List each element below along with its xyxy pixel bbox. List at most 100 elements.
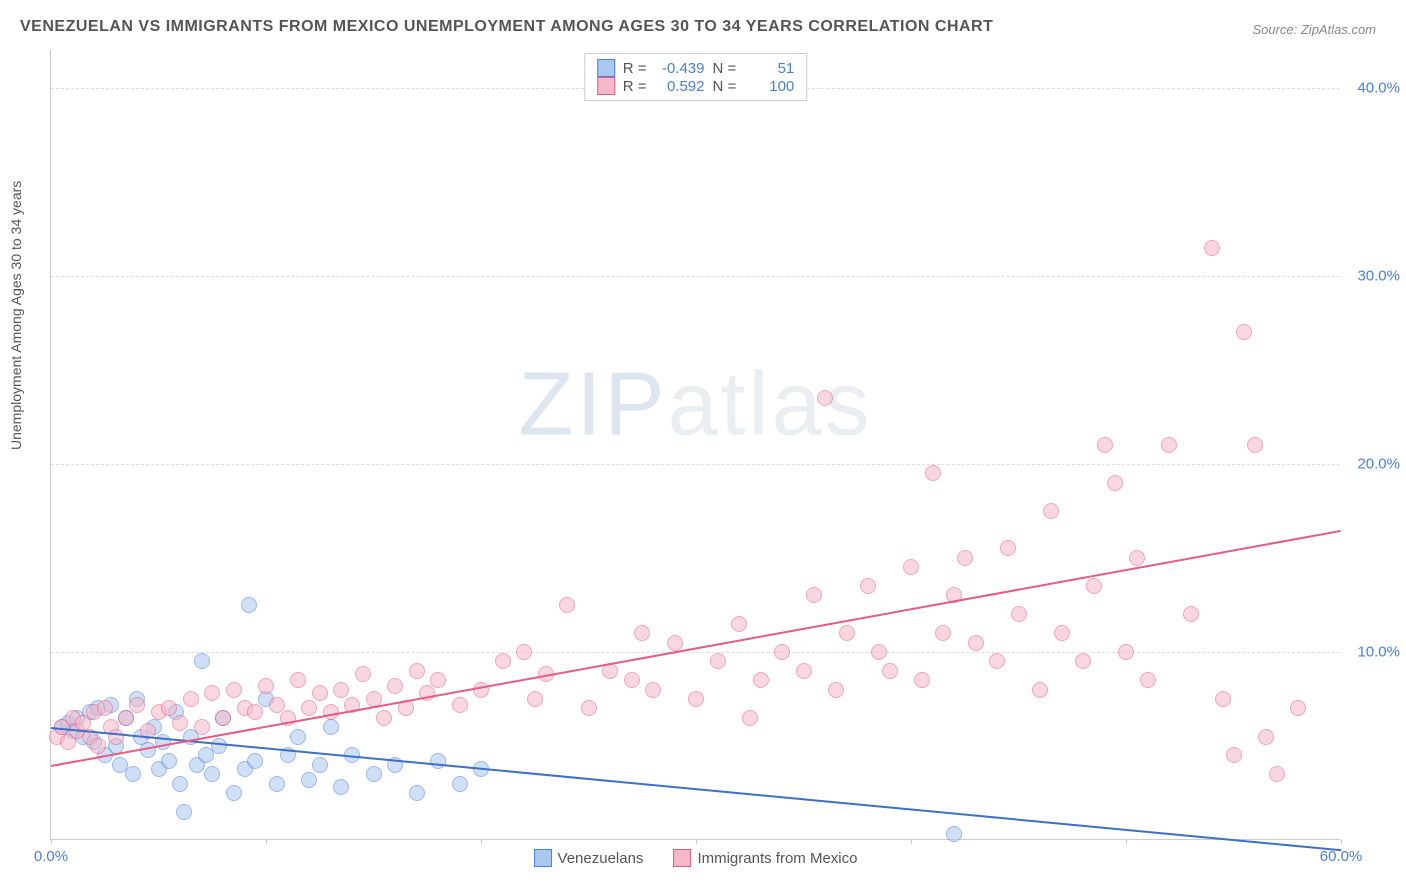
swatch-mexico	[673, 849, 691, 867]
source-citation: Source: ZipAtlas.com	[1252, 22, 1376, 37]
scatter-point	[1140, 672, 1156, 688]
scatter-point	[1043, 503, 1059, 519]
scatter-point	[817, 390, 833, 406]
x-tick-mark	[266, 839, 267, 844]
legend-label: Immigrants from Mexico	[697, 850, 857, 867]
scatter-point	[860, 578, 876, 594]
scatter-point	[1290, 700, 1306, 716]
scatter-point	[1086, 578, 1102, 594]
scatter-point	[247, 753, 263, 769]
scatter-point	[366, 766, 382, 782]
scatter-point	[1011, 606, 1027, 622]
swatch-venezuelans	[534, 849, 552, 867]
scatter-point	[731, 616, 747, 632]
watermark: ZIPatlas	[518, 354, 872, 457]
scatter-point	[125, 766, 141, 782]
scatter-point	[1118, 644, 1134, 660]
legend-row-mexico: R = 0.592 N = 100	[597, 77, 795, 95]
y-tick-label: 40.0%	[1345, 79, 1400, 96]
x-tick-label: 60.0%	[1320, 848, 1363, 865]
scatter-point	[1258, 729, 1274, 745]
scatter-point	[1097, 437, 1113, 453]
scatter-point	[527, 691, 543, 707]
swatch-venezuelans	[597, 59, 615, 77]
scatter-point	[161, 700, 177, 716]
scatter-point	[1161, 437, 1177, 453]
scatter-point	[226, 785, 242, 801]
scatter-plot: ZIPatlas R = -0.439 N = 51 R = 0.592 N =…	[50, 50, 1340, 840]
y-tick-label: 10.0%	[1345, 643, 1400, 660]
legend-item-mexico: Immigrants from Mexico	[673, 849, 857, 867]
scatter-point	[1204, 240, 1220, 256]
scatter-point	[194, 653, 210, 669]
scatter-point	[97, 700, 113, 716]
scatter-point	[204, 685, 220, 701]
scatter-point	[226, 682, 242, 698]
scatter-point	[269, 776, 285, 792]
scatter-point	[241, 597, 257, 613]
scatter-point	[1183, 606, 1199, 622]
scatter-point	[1075, 653, 1091, 669]
scatter-point	[301, 700, 317, 716]
scatter-point	[1269, 766, 1285, 782]
scatter-point	[957, 550, 973, 566]
scatter-point	[215, 710, 231, 726]
legend-row-venezuelans: R = -0.439 N = 51	[597, 59, 795, 77]
scatter-point	[914, 672, 930, 688]
scatter-point	[871, 644, 887, 660]
scatter-point	[1054, 625, 1070, 641]
scatter-point	[935, 625, 951, 641]
scatter-point	[495, 653, 511, 669]
scatter-point	[667, 635, 683, 651]
x-tick-label: 0.0%	[34, 848, 68, 865]
scatter-point	[946, 826, 962, 842]
scatter-point	[839, 625, 855, 641]
scatter-point	[742, 710, 758, 726]
scatter-point	[333, 779, 349, 795]
scatter-point	[1032, 682, 1048, 698]
scatter-point	[172, 715, 188, 731]
scatter-point	[688, 691, 704, 707]
scatter-point	[172, 776, 188, 792]
scatter-point	[903, 559, 919, 575]
scatter-point	[559, 597, 575, 613]
scatter-point	[1000, 540, 1016, 556]
scatter-point	[387, 678, 403, 694]
scatter-point	[1107, 475, 1123, 491]
gridline	[51, 276, 1340, 277]
scatter-point	[806, 587, 822, 603]
x-tick-mark	[696, 839, 697, 844]
scatter-point	[333, 682, 349, 698]
scatter-point	[634, 625, 650, 641]
scatter-point	[258, 678, 274, 694]
scatter-point	[301, 772, 317, 788]
scatter-point	[452, 776, 468, 792]
x-tick-mark	[51, 839, 52, 844]
legend-item-venezuelans: Venezuelans	[534, 849, 644, 867]
scatter-point	[925, 465, 941, 481]
scatter-point	[247, 704, 263, 720]
scatter-point	[1129, 550, 1145, 566]
scatter-point	[194, 719, 210, 735]
scatter-point	[645, 682, 661, 698]
scatter-point	[290, 729, 306, 745]
scatter-point	[1215, 691, 1231, 707]
y-tick-label: 30.0%	[1345, 267, 1400, 284]
scatter-point	[409, 785, 425, 801]
x-tick-mark	[1341, 839, 1342, 844]
correlation-legend: R = -0.439 N = 51 R = 0.592 N = 100	[584, 53, 808, 101]
y-tick-label: 20.0%	[1345, 455, 1400, 472]
scatter-point	[624, 672, 640, 688]
scatter-point	[989, 653, 1005, 669]
scatter-point	[211, 738, 227, 754]
swatch-mexico	[597, 77, 615, 95]
scatter-point	[882, 663, 898, 679]
scatter-point	[409, 663, 425, 679]
scatter-point	[430, 753, 446, 769]
scatter-point	[161, 753, 177, 769]
scatter-point	[183, 691, 199, 707]
scatter-point	[108, 729, 124, 745]
scatter-point	[323, 719, 339, 735]
gridline	[51, 464, 1340, 465]
x-tick-mark	[911, 839, 912, 844]
